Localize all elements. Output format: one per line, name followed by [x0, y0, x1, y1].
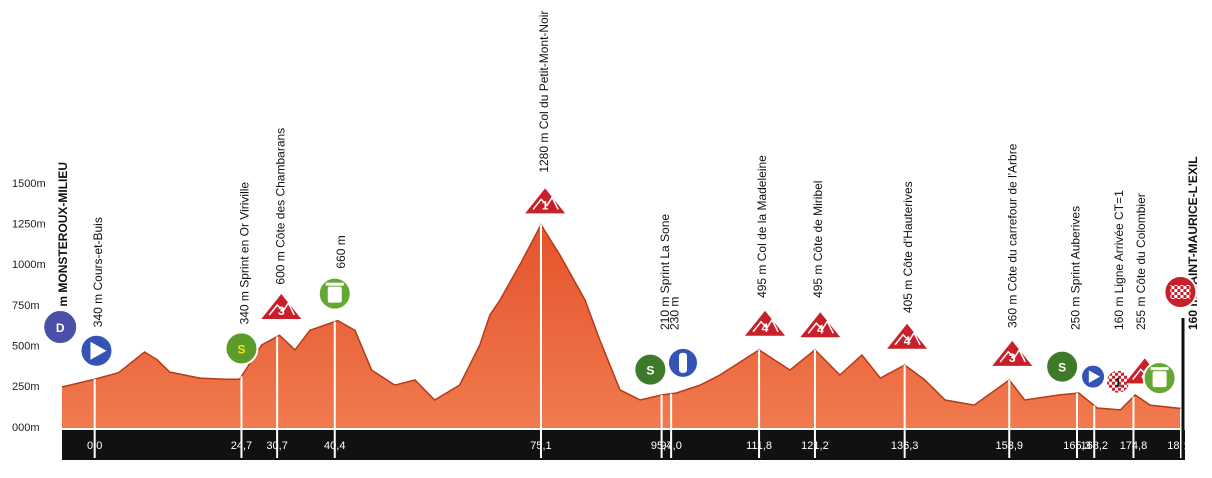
waypoint-label: 340 m Sprint en Or Viriville	[238, 182, 252, 325]
icon-climb: 1	[525, 188, 566, 214]
y-tick-label: 000m	[12, 422, 40, 434]
x-tick-label: 24,7	[231, 440, 252, 452]
icon-disc	[633, 352, 668, 387]
x-tick-label: 153,9	[995, 440, 1023, 452]
x-tick-label: 136,3	[891, 440, 919, 452]
x-tick-label: 174,8	[1120, 440, 1148, 452]
icon-climb: 4	[745, 310, 786, 336]
icon-climb: 4	[800, 312, 841, 338]
waypoint-label: 495 m Col de la Madeleine	[755, 155, 769, 298]
x-tick-label: 168,2	[1080, 440, 1108, 452]
x-tick-label: 182,8	[1167, 440, 1195, 452]
icon-bin-lid	[325, 282, 344, 286]
icon-bottle	[667, 346, 700, 379]
km-bar	[62, 430, 1185, 460]
icon-label: 1	[542, 198, 549, 212]
icon-mountain	[532, 195, 559, 210]
icon-sprint: S	[1045, 349, 1080, 384]
icon-climb: 3	[992, 340, 1033, 366]
icon-feed	[79, 333, 114, 368]
y-tick-label: 750m	[12, 300, 40, 312]
icon-mountain	[999, 348, 1026, 363]
x-tick-label: 95,4	[651, 440, 672, 452]
waypoint-label: 495 m Côte de Miribel	[811, 181, 825, 298]
x-tick-label: 75,1	[530, 440, 551, 452]
icon-label: 3	[1009, 351, 1016, 365]
waypoint-label: 230 m	[667, 297, 681, 330]
elevation-area	[62, 224, 1181, 428]
icon-flag	[1170, 285, 1191, 299]
icon-sprint: S	[224, 331, 259, 366]
waypoint-label: 600 m Côte des Chambarans	[273, 128, 287, 285]
x-tick-label: 30,7	[266, 440, 287, 452]
x-tick-label: 121,2	[801, 440, 829, 452]
icon-mountain	[894, 331, 921, 346]
icon-sprint: S	[633, 352, 668, 387]
icon-label: 4	[762, 321, 769, 335]
x-tick-label: 97,0	[660, 440, 681, 452]
icon-disc	[42, 309, 79, 346]
icon-label: S	[1058, 361, 1066, 375]
icon-start: D	[42, 309, 79, 346]
waypoint-label: 1280 m Col du Petit-Mont-Noir	[537, 11, 551, 173]
y-tick-label: 1500m	[12, 178, 46, 190]
x-tick-label: 111,8	[746, 440, 772, 452]
icon-label: 4	[817, 322, 824, 336]
icon-mountain	[752, 318, 779, 333]
icon-finish	[1163, 275, 1198, 309]
y-tick-label: 1000m	[12, 259, 46, 271]
icon-label: D	[56, 321, 65, 335]
icon-label: 1	[1115, 376, 1122, 390]
icon-label: S	[646, 364, 654, 378]
icon-bottle	[679, 352, 688, 373]
icon-play	[90, 341, 107, 360]
x-tick-label: 0,0	[87, 440, 102, 452]
icon-ct: 1	[1105, 368, 1132, 395]
waypoint-label: 160 m Ligne Arrivée CT=1	[1112, 190, 1126, 330]
icon-bin-lid	[1150, 367, 1169, 371]
y-tick-label: 500m	[12, 341, 40, 353]
icon-climb: 3	[261, 293, 302, 319]
icon-disc	[1045, 349, 1080, 384]
y-tick-label: 1250m	[12, 219, 46, 231]
waypoint-label: 210 m Sprint La Sone	[658, 214, 672, 330]
icon-feed	[1080, 363, 1107, 390]
waypoint-label: 255 m Côte du Colombier	[1134, 193, 1148, 330]
x-tick-label: 165,3	[1063, 440, 1091, 452]
icon-waste	[1142, 361, 1177, 396]
icon-bin	[1152, 371, 1167, 388]
icon-bin	[327, 286, 342, 303]
waypoint-label: 275 m MONSTEROUX-MILIEU	[56, 162, 70, 330]
icon-disc	[224, 331, 259, 366]
icon-mountain	[807, 319, 834, 334]
icon-mountain	[268, 301, 295, 316]
icon-label: 3	[278, 304, 285, 318]
icon-label: 4	[904, 334, 911, 348]
waypoint-label: 405 m Côte d'Hauterives	[901, 181, 915, 313]
waypoint-label: 250 m Sprint Auberives	[1068, 206, 1082, 330]
waypoint-label: 340 m Cours-et-Buis	[91, 217, 105, 327]
icon-waste	[317, 276, 352, 311]
waypoint-label: 660 m	[334, 235, 348, 268]
icon-play	[1088, 370, 1101, 383]
icon-climb: 4	[887, 323, 928, 349]
waypoint-label: 360 m Côte du carrefour de l'Arbre	[1005, 143, 1019, 328]
icon-label: S	[237, 342, 245, 356]
x-tick-label: 40,4	[324, 440, 345, 452]
y-tick-label: 250m	[12, 381, 40, 393]
